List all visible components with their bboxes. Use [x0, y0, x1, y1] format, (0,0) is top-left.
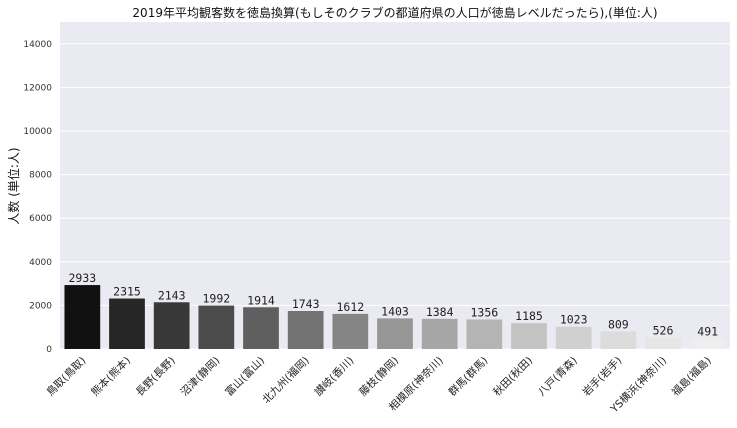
x-tick-label: 群馬(群馬) — [446, 354, 491, 399]
bar — [377, 318, 413, 349]
bar-value-label: 2933 — [68, 271, 96, 285]
bar-value-label: 1023 — [560, 313, 588, 327]
bar — [198, 305, 235, 349]
y-axis-ticks: 0 2000 4000 6000 8000 10000 12000 14000 — [23, 40, 52, 355]
y-tick-label: 8000 — [29, 171, 52, 181]
x-tick-label: 北九州(福岡) — [260, 354, 312, 406]
x-tick-label: 鳥取(鳥取) — [44, 354, 89, 399]
bar — [689, 338, 726, 349]
bar-value-label: 1743 — [292, 297, 320, 311]
x-axis-ticks: 鳥取(鳥取) 熊本(熊本) 長野(長野) 沼津(静岡) 富山(富山)北九州(福岡) 讃岐(… — [44, 354, 714, 416]
x-tick-label: 富山(富山) — [222, 354, 267, 399]
bar-value-label: 491 — [697, 324, 718, 338]
bar — [421, 318, 458, 349]
x-tick-label: 長野(長野) — [134, 355, 178, 399]
x-tick-label: 岩手(岩手) — [580, 354, 625, 399]
y-tick-label: 10000 — [23, 127, 52, 137]
y-tick-label: 2000 — [29, 301, 52, 311]
bar — [109, 298, 145, 349]
bar — [511, 323, 547, 349]
y-tick-label: 6000 — [29, 214, 52, 224]
bar — [332, 313, 369, 349]
y-tick-label: 4000 — [29, 258, 52, 268]
x-tick-label: 八戸(青森) — [535, 354, 580, 399]
bar — [64, 285, 101, 349]
bar-value-label: 526 — [653, 324, 674, 338]
plot-area — [60, 22, 730, 349]
bar-value-label: 1992 — [202, 292, 230, 306]
bar — [287, 311, 324, 349]
bar-value-label: 2315 — [113, 285, 141, 299]
value-labels: 2933 2315 2143 1992 1914 1743 1612 1403 1384 1356… — [68, 271, 718, 338]
chart-title: 2019年平均観客数を徳島換算(もしそのクラブの都道府県の人口が徳島レベルだった… — [132, 5, 657, 20]
bar-value-label: 1384 — [426, 305, 454, 319]
bar — [466, 319, 503, 349]
y-tick-label: 14000 — [23, 40, 52, 50]
x-tick-label: 藤枝(静岡) — [356, 354, 401, 399]
y-axis-title: 人数 (単位:人) — [6, 147, 21, 224]
bar-value-label: 1356 — [470, 305, 498, 319]
bar-value-label: 1914 — [247, 293, 275, 307]
bar — [153, 302, 190, 349]
y-tick-label: 12000 — [23, 83, 52, 93]
bar-value-label: 1612 — [336, 300, 364, 314]
x-tick-label: 沼津(静岡) — [178, 354, 223, 399]
x-tick-label: 秋田(秋田) — [490, 354, 535, 399]
bar-value-label: 1185 — [515, 309, 543, 323]
y-tick-label: 0 — [46, 345, 52, 355]
bar — [555, 326, 592, 349]
x-tick-label: 福島(福島) — [669, 354, 714, 399]
bar-value-label: 2143 — [158, 288, 186, 302]
bars — [64, 285, 726, 349]
bar-value-label: 1403 — [381, 304, 409, 318]
x-tick-label: 熊本(熊本) — [88, 354, 133, 399]
bar — [600, 331, 637, 349]
bar-value-label: 809 — [608, 317, 629, 331]
bar — [645, 337, 681, 349]
bar — [243, 307, 279, 349]
x-tick-label: 讃岐(香川) — [312, 354, 357, 399]
